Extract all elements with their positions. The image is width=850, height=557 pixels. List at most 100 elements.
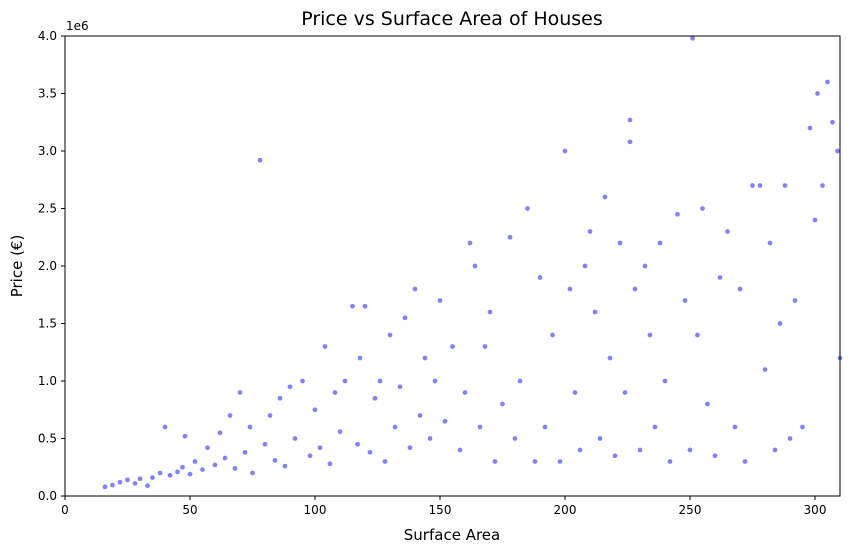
data-point [257, 157, 263, 164]
data-point [462, 389, 468, 396]
data-point [117, 479, 123, 486]
data-point [312, 406, 318, 413]
data-point [662, 378, 668, 384]
data-point [542, 424, 548, 430]
data-point [572, 389, 578, 396]
data-point [387, 332, 393, 338]
data-point [267, 412, 273, 419]
data-point [507, 234, 513, 241]
data-point [222, 455, 228, 461]
data-point [687, 447, 693, 453]
x-tick-label: 100 [304, 503, 327, 517]
data-point [467, 240, 473, 246]
x-tick-label: 250 [679, 503, 702, 517]
data-point [724, 228, 731, 235]
data-point [699, 205, 706, 212]
data-point [162, 424, 168, 430]
data-point [657, 240, 663, 246]
y-offset-label: 1e6 [66, 19, 89, 33]
data-point [772, 447, 778, 453]
data-point [247, 424, 253, 430]
data-point [512, 435, 518, 442]
x-axis-ticks: 0 50 100 150 200 250 300 [61, 496, 826, 517]
data-point [637, 447, 643, 453]
data-point [237, 389, 243, 396]
y-tick-label: 4.0 [38, 29, 57, 43]
data-point [749, 182, 756, 189]
data-point [757, 182, 763, 189]
data-point [622, 389, 628, 396]
data-point [292, 435, 298, 442]
y-axis-ticks: 0.0 0.5 1.0 1.5 2.0 2.5 3.0 3.5 4.0 [38, 29, 65, 503]
data-point [472, 263, 478, 269]
data-point [442, 418, 448, 425]
data-point [349, 303, 356, 310]
data-point [432, 378, 438, 384]
data-point [217, 429, 223, 436]
data-point [612, 452, 618, 459]
data-point [167, 472, 173, 479]
data-point [674, 211, 681, 218]
data-point [187, 471, 193, 477]
data-point [332, 389, 338, 396]
y-tick-label: 2.5 [38, 202, 57, 216]
data-point [362, 303, 368, 310]
data-point [824, 79, 831, 85]
y-tick-label: 1.5 [38, 317, 57, 331]
data-point [627, 117, 633, 123]
data-point [742, 458, 748, 465]
data-point [102, 483, 108, 490]
data-point [477, 424, 483, 430]
data-point [327, 460, 333, 467]
y-tick-label: 3.5 [38, 87, 57, 101]
data-point [532, 458, 538, 465]
data-point [287, 383, 293, 390]
y-axis-label: Price (€) [8, 235, 26, 298]
data-point [397, 383, 403, 390]
plot-frame [64, 35, 841, 497]
data-point [617, 240, 623, 246]
data-point [717, 274, 723, 281]
data-point [299, 378, 306, 384]
x-tick-label: 50 [182, 503, 197, 517]
data-point [192, 458, 198, 465]
data-point [227, 412, 233, 419]
data-point [642, 263, 648, 269]
data-point [204, 444, 211, 451]
data-point [144, 482, 151, 489]
y-tick-label: 3.0 [38, 144, 57, 158]
data-point [487, 309, 493, 315]
data-point [767, 240, 773, 246]
data-point [317, 444, 323, 451]
data-point [587, 228, 593, 235]
y-tick-label: 0.5 [38, 432, 57, 446]
data-point [807, 125, 813, 131]
data-point [149, 474, 156, 481]
data-point [562, 148, 568, 154]
data-point [762, 366, 768, 373]
data-point [492, 458, 498, 465]
data-point [157, 470, 163, 476]
data-point [392, 424, 398, 430]
chart-title: Price vs Surface Area of Houses [301, 8, 603, 30]
data-point [834, 148, 841, 154]
data-point [262, 441, 268, 448]
data-point [647, 332, 653, 338]
data-point [422, 355, 428, 361]
data-point [272, 457, 278, 464]
x-tick-label: 0 [61, 503, 69, 517]
data-point [557, 458, 563, 465]
data-point [517, 378, 523, 384]
data-point [777, 320, 783, 327]
data-point [132, 480, 138, 487]
data-point [499, 401, 506, 407]
data-point [694, 332, 701, 338]
data-point [812, 217, 818, 223]
data-point [792, 297, 798, 304]
data-point [137, 475, 143, 482]
data-point [632, 286, 638, 292]
data-point [667, 458, 673, 465]
data-point [242, 449, 248, 456]
